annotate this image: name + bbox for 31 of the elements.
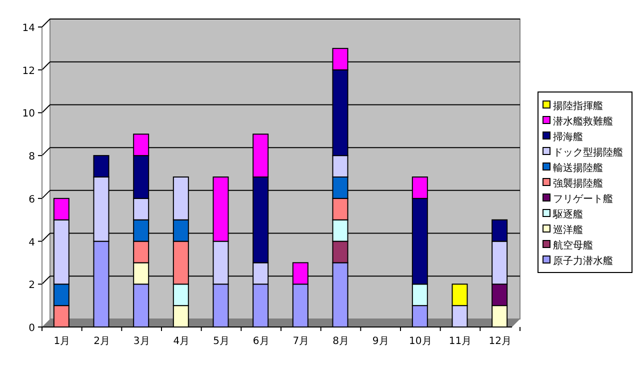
x-tick-label: 7月	[292, 336, 310, 347]
legend-label: フリゲート艦	[553, 194, 613, 205]
legend-label: 航空母艦	[553, 240, 593, 252]
legend-label: 輸送揚陸艦	[553, 162, 603, 174]
y-tick-label: 0	[28, 323, 35, 334]
x-tick-label: 3月	[133, 336, 150, 347]
y-tick-label: 4	[28, 237, 35, 248]
legend-label: 巡洋艦	[553, 224, 583, 236]
x-tick-label: 8月	[332, 336, 349, 347]
x-tick-label: 4月	[173, 336, 190, 347]
legend-label: 掃海艦	[553, 131, 583, 143]
x-tick-label: 6月	[252, 336, 270, 347]
y-tick-label: 8	[28, 152, 35, 163]
y-tick-label: 6	[28, 194, 35, 206]
legend-label: 強襲揚陸艦	[553, 178, 603, 190]
legend-label: 潜水艦救難艦	[553, 116, 613, 128]
x-tick-label: 10月	[409, 336, 432, 347]
y-tick-label: 10	[22, 108, 35, 120]
legend-label: 原子力潜水艦	[553, 255, 613, 267]
legend-label: 駆逐艦	[552, 208, 583, 220]
y-tick-label: 14	[22, 23, 35, 34]
y-tick-label: 2	[28, 280, 35, 292]
y-tick-label: 12	[22, 66, 35, 77]
x-tick-label: 11月	[448, 336, 472, 347]
x-tick-label: 5月	[213, 336, 230, 347]
legend-label: ドック型揚陸艦	[553, 146, 623, 158]
legend-label: 揚陸指揮艦	[553, 100, 603, 112]
x-tick-label: 1月	[54, 336, 70, 347]
x-tick-label: 9月	[372, 336, 389, 347]
x-tick-label: 2月	[94, 336, 110, 347]
x-tick-label: 12月	[488, 336, 512, 347]
